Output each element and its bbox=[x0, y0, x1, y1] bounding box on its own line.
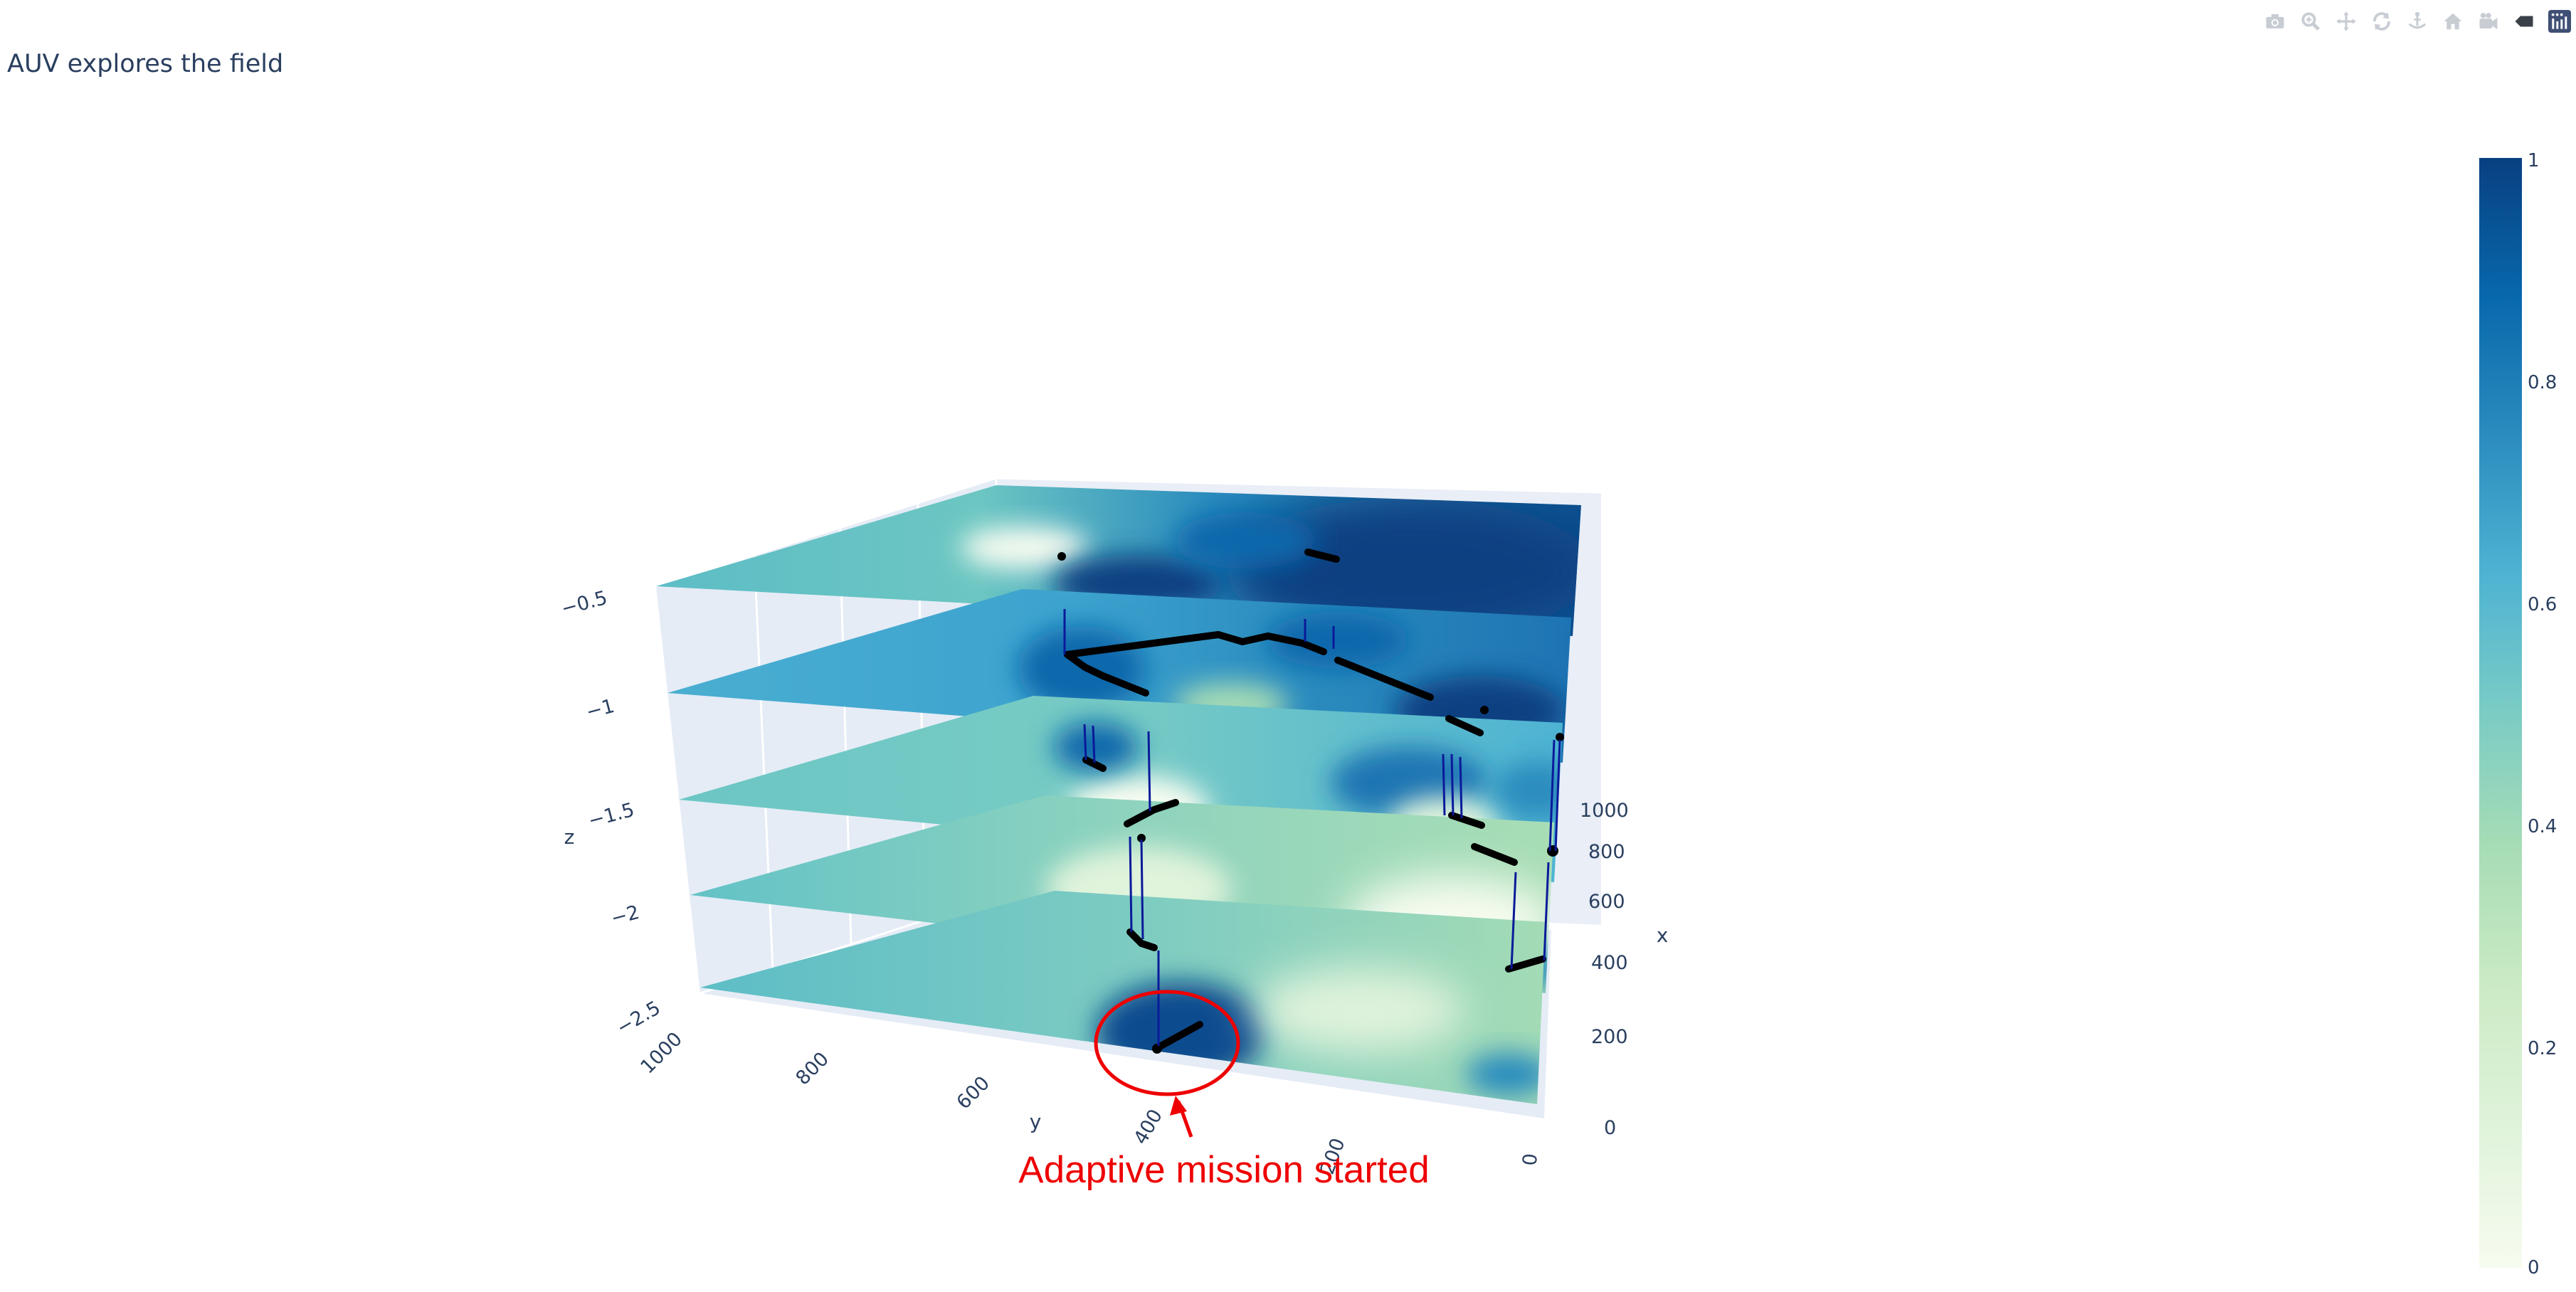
x-axis-title: x bbox=[1657, 923, 1669, 947]
trajectory-segment bbox=[1064, 630, 1327, 658]
y-axis-title: y bbox=[1030, 1110, 1042, 1133]
trajectory-point bbox=[1556, 733, 1564, 741]
y-tick-label: 600 bbox=[953, 1072, 994, 1113]
annotation-text: Adaptive mission started bbox=[1018, 1149, 1429, 1191]
annotation-arrowhead bbox=[1170, 1096, 1187, 1116]
trajectory-segment bbox=[1082, 756, 1107, 772]
camera-last-save-icon[interactable] bbox=[2472, 5, 2505, 38]
chart-title: AUV explores the field bbox=[7, 50, 284, 78]
trajectory-segment bbox=[1471, 843, 1518, 866]
y-tick-label: 1000 bbox=[636, 1028, 687, 1079]
trajectory-segment bbox=[1155, 1021, 1203, 1051]
x-tick-label: 0 bbox=[1604, 1117, 1616, 1139]
x-tick-label: 600 bbox=[1588, 891, 1625, 913]
z-axis-title: z bbox=[564, 825, 575, 849]
y-tick-label: 0 bbox=[1519, 1153, 1542, 1167]
z-tick-label: −0.5 bbox=[559, 587, 609, 620]
trajectory-segment bbox=[1448, 812, 1485, 829]
x-tick-label: 400 bbox=[1591, 952, 1628, 974]
colorbar: 1 0.8 0.6 0.4 0.2 0 bbox=[2479, 150, 2557, 1278]
trajectory-point bbox=[1480, 706, 1489, 714]
trajectory-segment bbox=[1445, 715, 1484, 736]
z-tick-label: −2 bbox=[608, 901, 641, 930]
pan-icon[interactable] bbox=[2330, 5, 2363, 38]
colorbar-gradient bbox=[2479, 158, 2522, 1268]
colorbar-tick: 0.6 bbox=[2528, 594, 2557, 615]
trajectory-segment bbox=[1064, 651, 1107, 679]
trajectory-segment bbox=[1505, 955, 1546, 973]
orbit-rotation-icon[interactable] bbox=[2365, 5, 2398, 38]
y-tick-label: 400 bbox=[1129, 1106, 1167, 1148]
x-tick-label: 1000 bbox=[1580, 800, 1629, 822]
z-tick-label: −1 bbox=[584, 695, 616, 724]
home-icon[interactable] bbox=[2437, 5, 2469, 38]
colorbar-tick: 1 bbox=[2528, 150, 2540, 171]
z-tick-label: −1.5 bbox=[586, 799, 636, 832]
modebar bbox=[2259, 6, 2576, 37]
plotly-logo-icon[interactable] bbox=[2543, 5, 2576, 38]
y-tick-label: 800 bbox=[792, 1048, 833, 1089]
trajectory-segment bbox=[1126, 928, 1158, 951]
x-tick-label: 800 bbox=[1588, 841, 1625, 863]
auv-trajectory bbox=[1057, 549, 1564, 1054]
trajectory-segment bbox=[1124, 799, 1179, 827]
hover-toggle-icon[interactable] bbox=[2508, 5, 2540, 38]
trajectory-segment bbox=[1304, 549, 1340, 563]
annotation: Adaptive mission started bbox=[1018, 990, 1430, 1191]
zoom-icon[interactable] bbox=[2294, 5, 2327, 38]
trajectory-segment bbox=[1099, 672, 1149, 697]
camera-icon[interactable] bbox=[2259, 5, 2291, 38]
trajectory-segment bbox=[1334, 657, 1434, 701]
z-tick-label: −2.5 bbox=[613, 997, 664, 1039]
colorbar-tick: 0.8 bbox=[2528, 372, 2557, 393]
z-axis: −0.5 −1 −1.5 −2 −2.5 z bbox=[559, 587, 664, 1039]
trajectory-point bbox=[1152, 1044, 1162, 1054]
colorbar-tick: 0.4 bbox=[2528, 816, 2557, 837]
annotation-circle bbox=[1094, 990, 1240, 1096]
x-tick-label: 200 bbox=[1591, 1026, 1628, 1048]
trajectory-point bbox=[1137, 834, 1146, 842]
colorbar-tick: 0.2 bbox=[2528, 1038, 2557, 1059]
turntable-rotation-icon[interactable] bbox=[2401, 5, 2434, 38]
x-axis: 0 200 400 600 800 1000 x bbox=[1580, 800, 1668, 1139]
trajectory-point bbox=[1057, 552, 1066, 561]
vertical-dive-paths bbox=[1063, 609, 1561, 1046]
colorbar-tick: 0 bbox=[2528, 1257, 2540, 1278]
